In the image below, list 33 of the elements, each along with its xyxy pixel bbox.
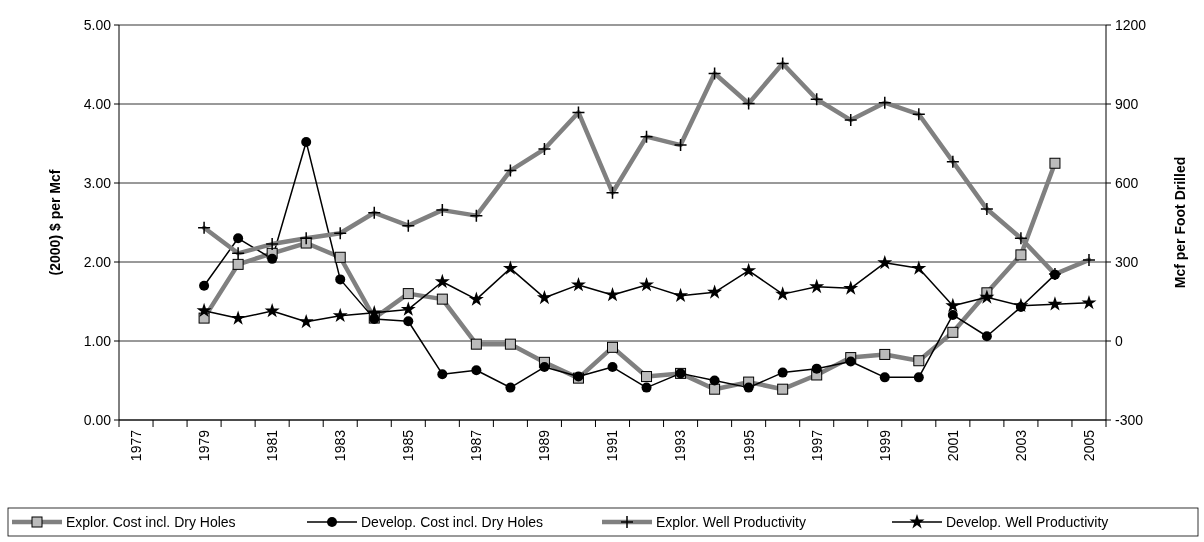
x-tick-label: 1979 bbox=[195, 429, 212, 462]
y-tick-label: 0.00 bbox=[83, 411, 112, 428]
x-tick-label: 2001 bbox=[944, 429, 961, 462]
x-tick-label: 1989 bbox=[536, 429, 553, 462]
y-tick-label: 4.00 bbox=[83, 95, 112, 112]
y-tick-label: 5.00 bbox=[83, 16, 112, 33]
x-tick-label: 1987 bbox=[468, 429, 485, 462]
x-tick-label: 1991 bbox=[604, 429, 621, 462]
x-tick-label: 2003 bbox=[1012, 429, 1029, 462]
y2-tick-label: 0 bbox=[1115, 332, 1123, 349]
x-tick-label: 1985 bbox=[400, 429, 417, 462]
y-tick-label: 3.00 bbox=[83, 174, 112, 191]
y-tick-label: 2.00 bbox=[83, 253, 112, 270]
legend-label: Explor. Cost incl. Dry Holes bbox=[66, 513, 236, 530]
y-axis-title: (2000) $ per Mcf bbox=[47, 169, 63, 276]
x-tick-label: 1995 bbox=[740, 429, 757, 462]
legend-label: Develop. Well Productivity bbox=[946, 513, 1109, 530]
x-tick-label: 1977 bbox=[127, 429, 144, 462]
x-tick-label: 1999 bbox=[876, 429, 893, 462]
x-tick-label: 1981 bbox=[264, 429, 281, 462]
y2-tick-label: 1200 bbox=[1115, 16, 1147, 33]
x-tick-label: 1997 bbox=[808, 429, 825, 462]
y2-tick-label: 300 bbox=[1115, 253, 1139, 270]
y2-tick-label: 600 bbox=[1115, 174, 1139, 191]
y-tick-label: 1.00 bbox=[83, 332, 112, 349]
x-tick-label: 2005 bbox=[1080, 429, 1097, 462]
y2-tick-label: 900 bbox=[1115, 95, 1139, 112]
y2-tick-label: -300 bbox=[1115, 411, 1144, 428]
legend-label: Explor. Well Productivity bbox=[656, 513, 806, 530]
y2-axis-title: Mcf per Foot Drilled bbox=[1172, 156, 1188, 289]
x-tick-label: 1993 bbox=[672, 429, 689, 462]
x-tick-label: 1983 bbox=[332, 429, 349, 462]
legend-label: Develop. Cost incl. Dry Holes bbox=[361, 513, 544, 530]
